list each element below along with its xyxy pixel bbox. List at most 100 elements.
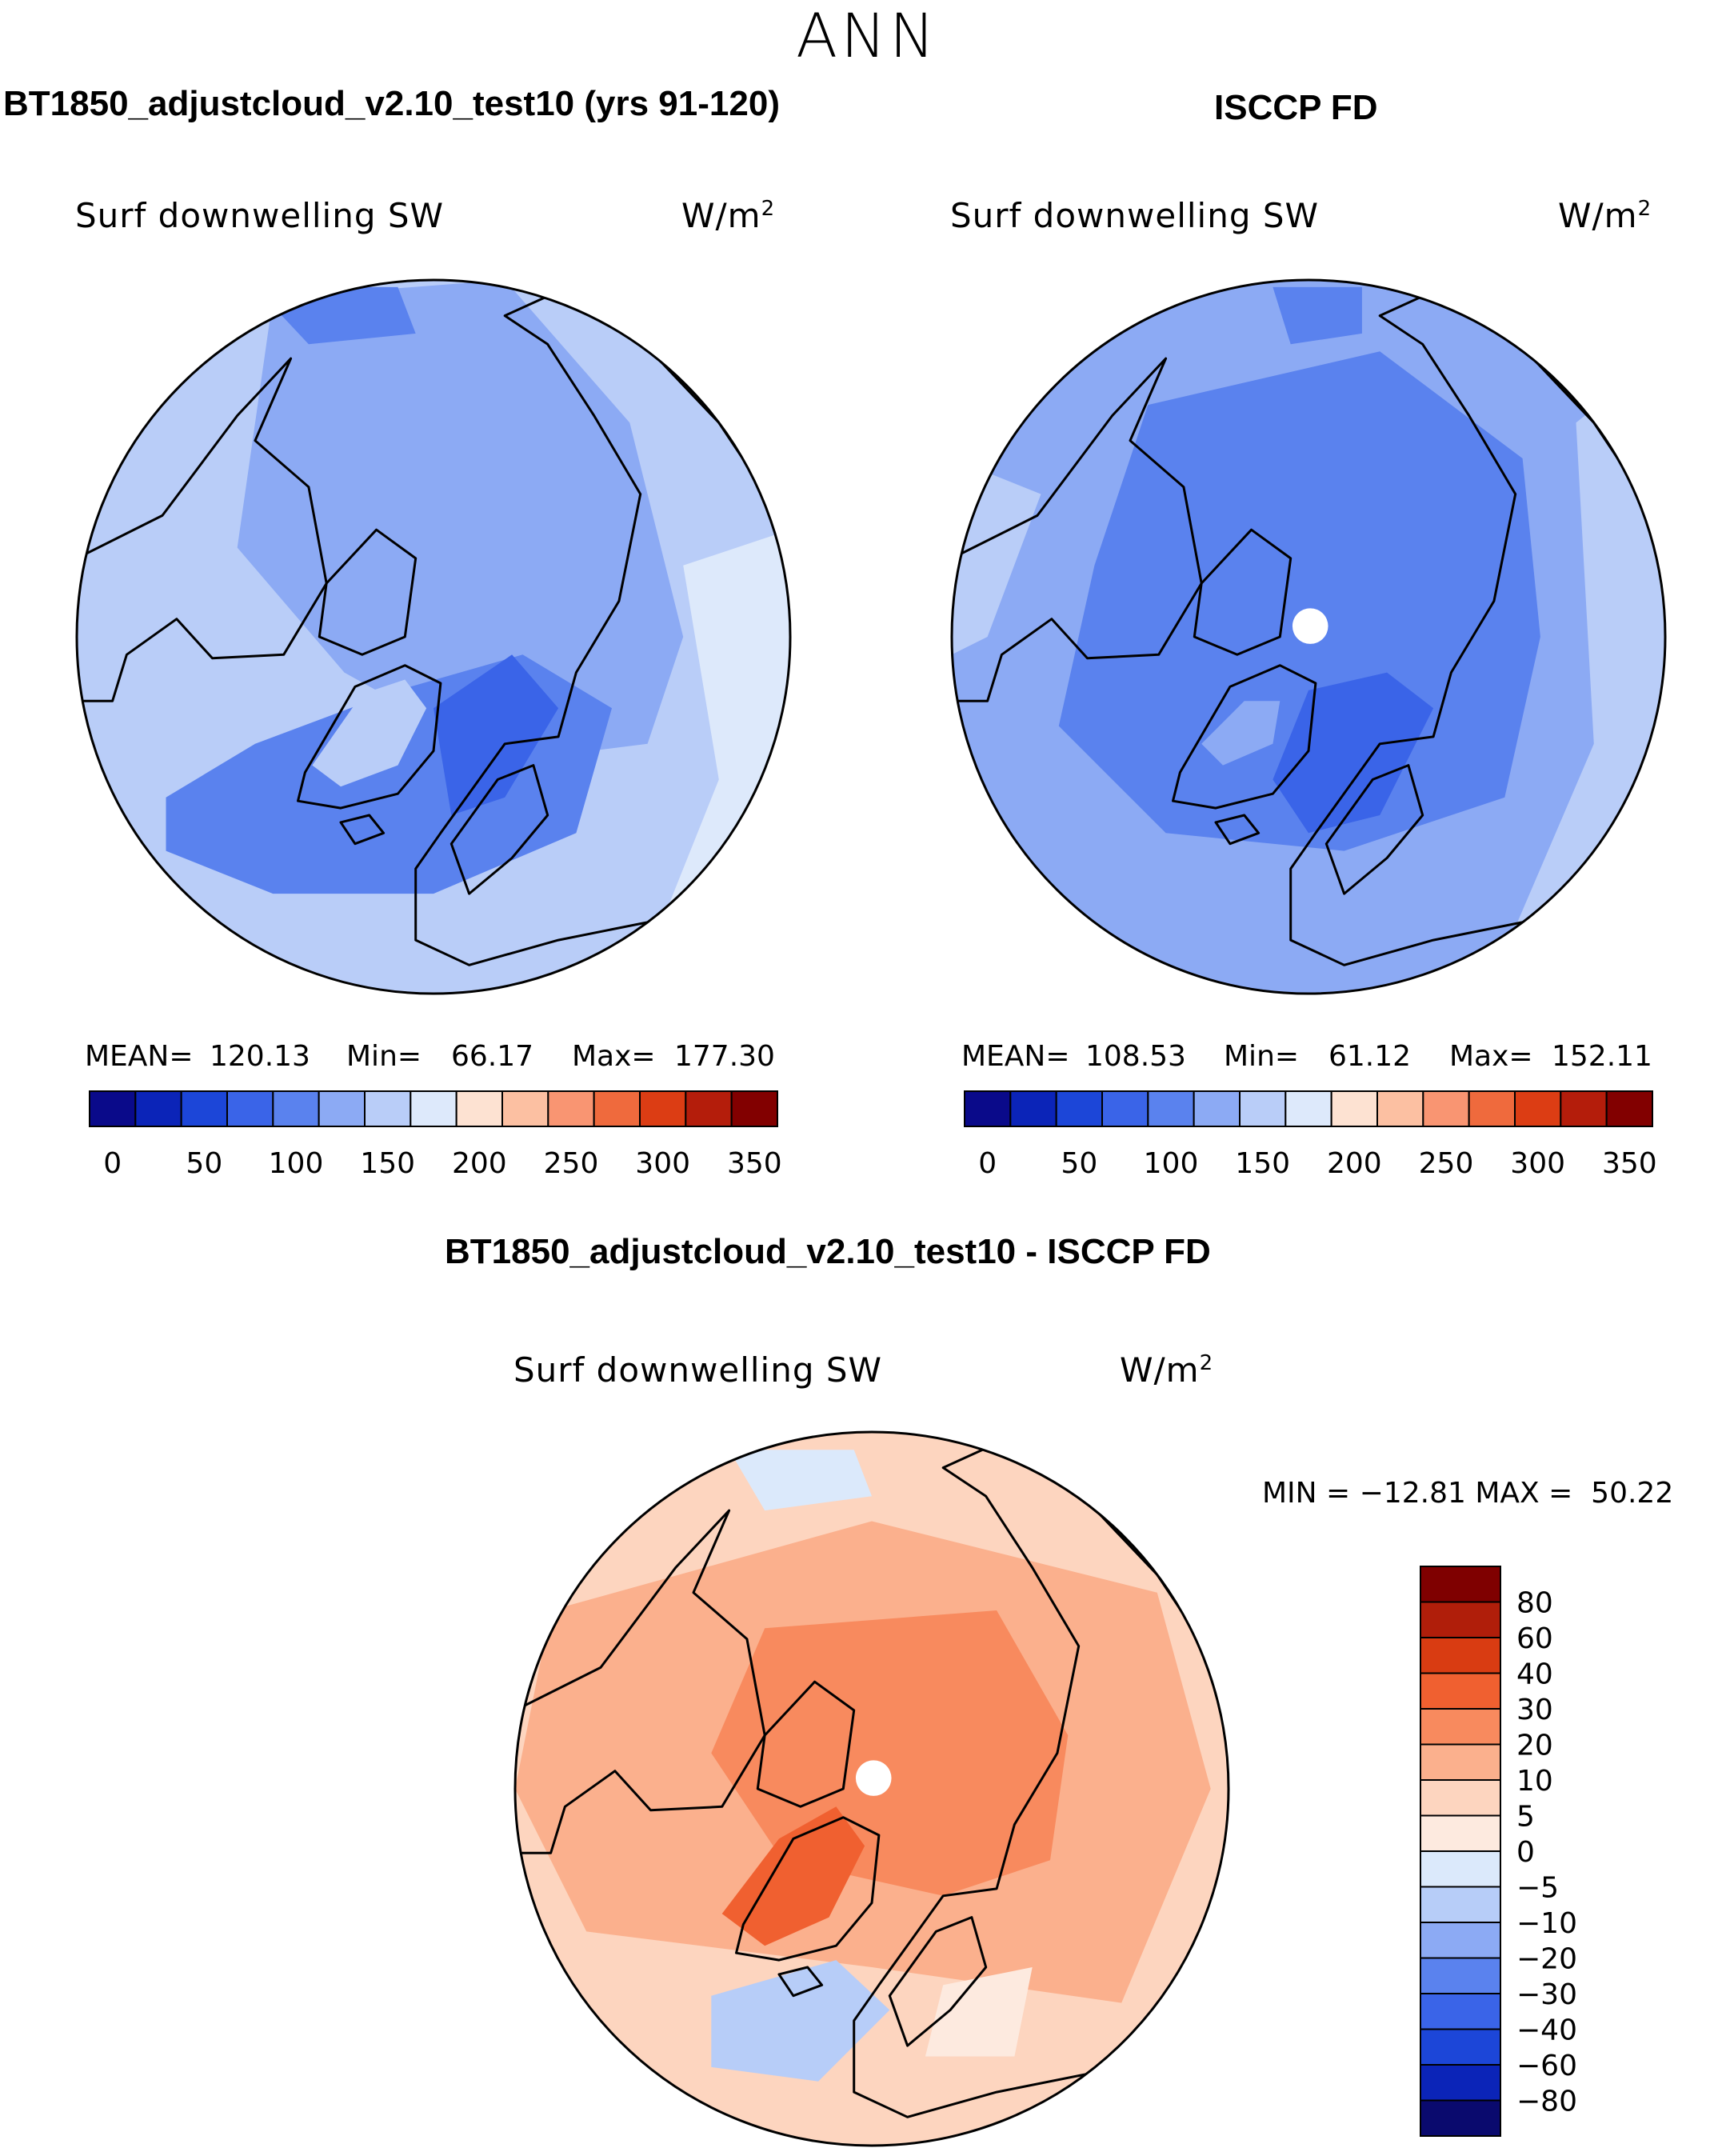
- colorbar1-box-12: [639, 1090, 687, 1127]
- colorbar1-box-10: [547, 1090, 595, 1127]
- map2-coastline-eurasia: [1289, 280, 1665, 966]
- colorbar2-box-1: [1009, 1090, 1057, 1127]
- panel1-min-label: Min=: [346, 1040, 422, 1073]
- colorbar1-tick-label: 300: [635, 1147, 690, 1180]
- map3-coastline-greenland: [735, 1816, 881, 1962]
- colorbar1-box-13: [685, 1090, 733, 1127]
- map3-coastline-eurasia: [853, 1432, 1229, 2118]
- map1-coastline-iceland: [339, 814, 386, 846]
- map3-field-patch-north-atlantic: [711, 1960, 890, 2082]
- panel2-max-value: 152.11: [1552, 1040, 1652, 1073]
- colorbar3-tick-label: 0: [1516, 1836, 1535, 1869]
- map1-field-patch-norwegian-sea: [434, 654, 559, 815]
- colorbar1-box-1: [134, 1090, 182, 1127]
- panel3-variable-label: Surf downwelling SW: [513, 1350, 883, 1390]
- map3-field-patch-bering: [729, 1450, 872, 1511]
- colorbar1-box-2: [180, 1090, 229, 1127]
- colorbar3-box-1: [1420, 1601, 1501, 1638]
- panel2-title: ISCCP FD: [1214, 88, 1378, 127]
- panel1-min-value: 66.17: [451, 1040, 534, 1073]
- panel1-colorbar: 0 50 100 150 200 250 300 350: [89, 1090, 782, 1180]
- colorbar1-box-9: [501, 1090, 549, 1127]
- colorbar2-box-6: [1239, 1090, 1287, 1127]
- map2-coastline-scandinavia: [1324, 764, 1424, 895]
- colorbar3-tick-label: 80: [1516, 1587, 1553, 1620]
- colorbar3-box-4: [1420, 1708, 1501, 1746]
- colorbar1-box-14: [730, 1090, 779, 1127]
- panel2-min-value: 61.12: [1328, 1040, 1412, 1073]
- map2-coastline-northAmerica: [952, 357, 1203, 702]
- map2-coastline-archipelago: [1193, 528, 1293, 656]
- colorbar3-tick-label: −40: [1516, 2014, 1577, 2047]
- colorbar3-box-8: [1420, 1850, 1501, 1888]
- panel1-mean-value: 120.13: [210, 1040, 310, 1073]
- panel2-mean-label: MEAN=: [961, 1040, 1070, 1073]
- colorbar3-box-11: [1420, 1957, 1501, 1994]
- map3-field-patch-central: [711, 1610, 1069, 1896]
- colorbar3-box-10: [1420, 1922, 1501, 1959]
- panel1-mean-label: MEAN=: [85, 1040, 194, 1073]
- colorbar1-box-6: [364, 1090, 412, 1127]
- colorbar3-tick-label: −30: [1516, 1978, 1577, 2011]
- colorbar3-tick-label: 40: [1516, 1658, 1553, 1691]
- colorbar2-box-2: [1055, 1090, 1103, 1127]
- panel2-min-label: Min=: [1224, 1040, 1300, 1073]
- map1-coastline-scandinavia: [449, 764, 549, 895]
- panel2-map: [950, 278, 1667, 995]
- colorbar2-box-4: [1147, 1090, 1195, 1127]
- colorbar3-box-14: [1420, 2064, 1501, 2102]
- colorbar1-box-8: [455, 1090, 504, 1127]
- map2-coastline-greenland: [1172, 664, 1317, 810]
- colorbar3-box-9: [1420, 1886, 1501, 1923]
- colorbar2-box-5: [1193, 1090, 1241, 1127]
- colorbar2-box-3: [1101, 1090, 1149, 1127]
- map3-coastline-northAmerica: [515, 1509, 766, 1854]
- panel3-minmax-label: MIN = −12.81 MAX = 50.22: [1262, 1477, 1674, 1510]
- colorbar3-box-15: [1420, 2099, 1501, 2137]
- panel1-units-label: W/m2: [681, 196, 776, 235]
- colorbar3-box-5: [1420, 1743, 1501, 1781]
- colorbar3-box-7: [1420, 1814, 1501, 1852]
- colorbar1-tick-label: 200: [452, 1147, 507, 1180]
- colorbar3-tick-label: −5: [1516, 1872, 1559, 1905]
- colorbar2-tick-label: 50: [1061, 1147, 1097, 1180]
- colorbar1-tick-label: 100: [269, 1147, 324, 1180]
- map2-coastline-iceland: [1214, 814, 1261, 846]
- colorbar2-tick-label: 300: [1510, 1147, 1565, 1180]
- map1-field-patch-greenland-interior: [312, 679, 427, 787]
- colorbar2-tick-label: 350: [1602, 1147, 1657, 1180]
- colorbar2-box-0: [964, 1090, 1012, 1127]
- colorbar3-box-13: [1420, 2028, 1501, 2066]
- colorbar1-box-4: [272, 1090, 320, 1127]
- map2-boundary: [950, 278, 1667, 995]
- map3-pole-missing-data: [855, 1760, 892, 1796]
- map2-field-patch-greenland-interior: [1201, 701, 1281, 766]
- panel2-max-label: Max=: [1449, 1040, 1533, 1073]
- map3-coastline-scandinavia: [888, 1916, 988, 2047]
- colorbar1-box-0: [89, 1090, 137, 1127]
- panel2-mean-value: 108.53: [1085, 1040, 1186, 1073]
- panel2-variable-label: Surf downwelling SW: [950, 196, 1320, 235]
- colorbar1-tick-label: 250: [544, 1147, 599, 1180]
- map1-boundary: [75, 278, 792, 995]
- colorbar2-box-11: [1468, 1090, 1516, 1127]
- map3-field-patch-greenland: [721, 1806, 865, 1946]
- colorbar2-box-14: [1605, 1090, 1653, 1127]
- colorbar2-box-8: [1330, 1090, 1378, 1127]
- colorbar2-box-7: [1285, 1090, 1332, 1127]
- panel3-title: BT1850_adjustcloud_v2.10_test10 - ISCCP …: [445, 1232, 1211, 1271]
- panel1-variable-label: Surf downwelling SW: [75, 196, 445, 235]
- map1-field-patch-central: [237, 280, 684, 762]
- colorbar1-tick-label: 350: [727, 1147, 782, 1180]
- colorbar2-tick-label: 150: [1235, 1147, 1290, 1180]
- panel2-units-label: W/m2: [1558, 196, 1652, 235]
- panel1-max-label: Max=: [572, 1040, 656, 1073]
- panel3-map: [513, 1430, 1230, 2147]
- colorbar3-tick-label: −60: [1516, 2050, 1577, 2082]
- colorbar3-tick-label: −80: [1516, 2086, 1577, 2118]
- colorbar1-tick-label: 150: [360, 1147, 415, 1180]
- colorbar3-tick-label: 30: [1516, 1694, 1553, 1726]
- colorbar3-tick-label: 5: [1516, 1801, 1535, 1834]
- map3-coastline-archipelago: [756, 1680, 856, 1808]
- colorbar3-tick-label: 20: [1516, 1730, 1553, 1762]
